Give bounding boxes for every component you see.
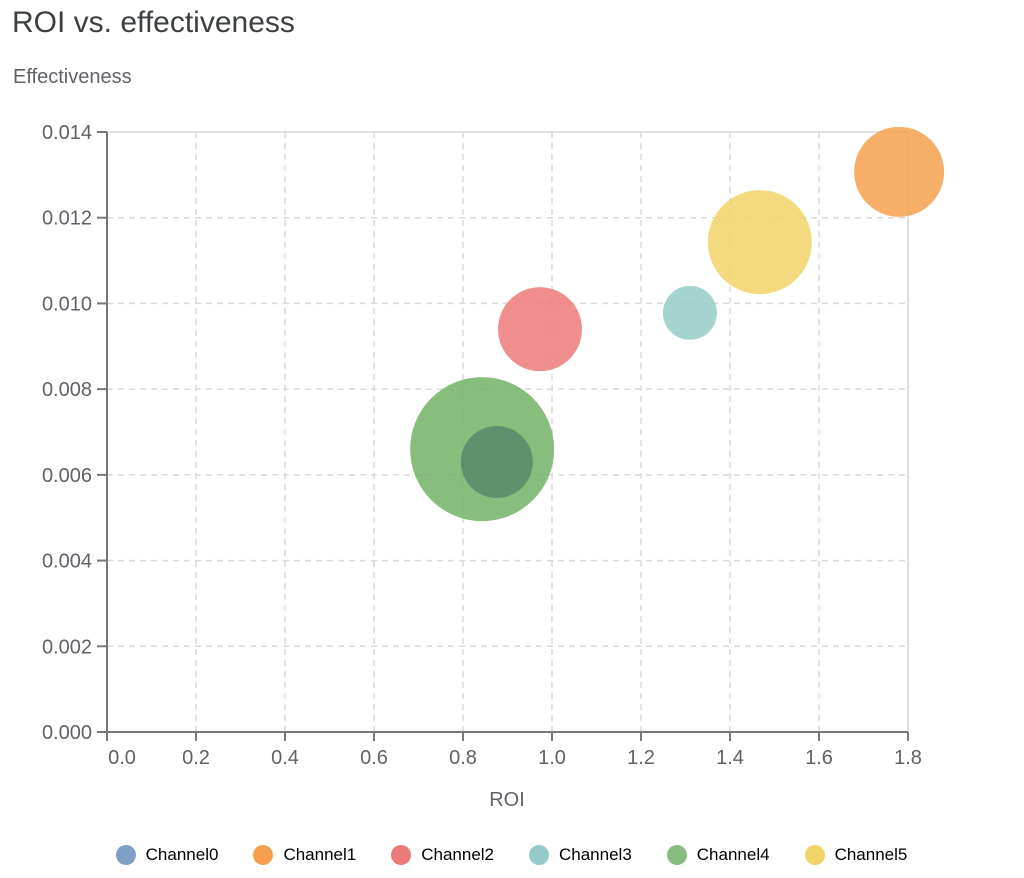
bubble-channel2[interactable] xyxy=(497,287,582,372)
x-tick-label: 1.6 xyxy=(805,747,833,769)
chart-title: ROI vs. effectiveness xyxy=(12,6,295,39)
y-tick-label: 0.008 xyxy=(42,379,92,401)
legend-label: Channel4 xyxy=(696,845,770,864)
legend: Channel0 Channel1 Channel2 Channel3 Channel4… xyxy=(0,845,1024,865)
legend-item-channel3[interactable]: Channel3 xyxy=(529,845,632,865)
x-tick-label: 1.0 xyxy=(538,747,566,769)
y-tick-label: 0.014 xyxy=(42,122,92,144)
legend-swatch-icon xyxy=(666,845,687,865)
x-tick-label: 0.4 xyxy=(271,747,299,769)
legend-item-channel2[interactable]: Channel2 xyxy=(391,845,494,865)
bubble-channel0[interactable] xyxy=(460,426,533,498)
x-axis-label: ROI xyxy=(489,789,525,811)
y-tick-label: 0.000 xyxy=(42,722,92,744)
y-tick-label: 0.012 xyxy=(42,208,92,230)
legend-label: Channel2 xyxy=(421,845,494,864)
legend-swatch-icon xyxy=(253,845,274,865)
legend-item-channel5[interactable]: Channel5 xyxy=(804,845,908,865)
bubble-channel5[interactable] xyxy=(707,190,812,295)
x-tick-label: 0.8 xyxy=(449,747,477,769)
legend-item-channel1[interactable]: Channel1 xyxy=(253,845,356,865)
legend-label: Channel1 xyxy=(283,845,357,864)
legend-label: Channel3 xyxy=(559,845,632,864)
x-tick-label: 1.4 xyxy=(716,747,744,769)
x-tick-label: 1.8 xyxy=(894,747,922,769)
legend-label: Channel5 xyxy=(834,845,908,864)
x-tick-label: 0.2 xyxy=(182,747,210,769)
legend-swatch-icon xyxy=(391,845,412,865)
x-tick-label: 1.2 xyxy=(627,747,655,769)
bubble-channel1[interactable] xyxy=(854,126,945,217)
legend-item-channel0[interactable]: Channel0 xyxy=(115,845,219,865)
legend-swatch-icon xyxy=(804,845,825,865)
y-tick-label: 0.002 xyxy=(42,636,92,658)
legend-label: Channel0 xyxy=(145,845,219,864)
y-tick-label: 0.004 xyxy=(42,551,92,573)
y-tick-label: 0.010 xyxy=(42,293,92,315)
y-axis-label: Effectiveness xyxy=(13,66,132,88)
x-tick-label: 0.0 xyxy=(108,747,136,769)
legend-swatch-icon xyxy=(115,845,136,865)
legend-item-channel4[interactable]: Channel4 xyxy=(666,845,770,865)
legend-swatch-icon xyxy=(529,845,549,865)
bubble-channel3[interactable] xyxy=(662,285,717,340)
y-tick-label: 0.006 xyxy=(42,465,92,487)
x-tick-label: 0.6 xyxy=(360,747,388,769)
